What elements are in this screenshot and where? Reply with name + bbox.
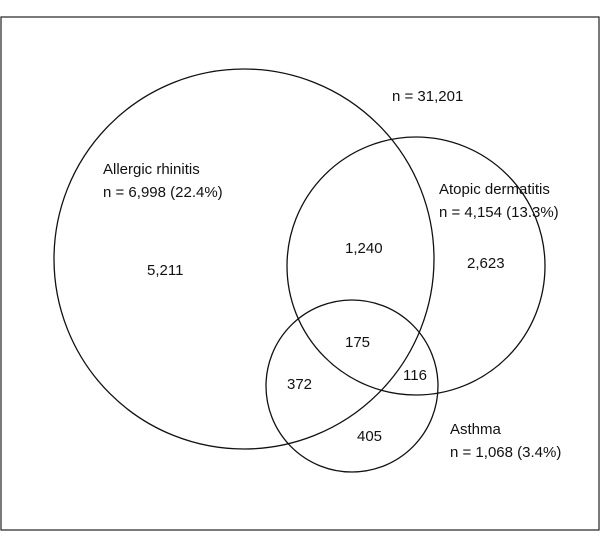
region-dermatitis-only: 2,623	[467, 255, 505, 272]
asthma-circle	[265, 299, 439, 473]
figure-frame	[0, 16, 600, 531]
region-dermatitis-asthma: 116	[403, 367, 427, 384]
allergic-rhinitis-circle	[53, 68, 435, 450]
atopic-dermatitis-circle	[286, 136, 546, 396]
atopic-dermatitis-count: n = 4,154 (13.3%)	[439, 204, 559, 221]
asthma-count: n = 1,068 (3.4%)	[450, 444, 561, 461]
region-rhinitis-dermatitis: 1,240	[345, 240, 383, 257]
region-asthma-only: 405	[357, 428, 382, 445]
asthma-title: Asthma	[450, 421, 502, 438]
region-rhinitis-asthma: 372	[287, 376, 312, 393]
atopic-dermatitis-title: Atopic dermatitis	[439, 181, 550, 198]
total-count-label: n = 31,201	[392, 88, 463, 105]
allergic-rhinitis-count: n = 6,998 (22.4%)	[103, 184, 223, 201]
region-rhinitis-only: 5,211	[147, 262, 183, 279]
region-all-three: 175	[345, 334, 370, 351]
allergic-rhinitis-title: Allergic rhinitis	[103, 161, 200, 178]
